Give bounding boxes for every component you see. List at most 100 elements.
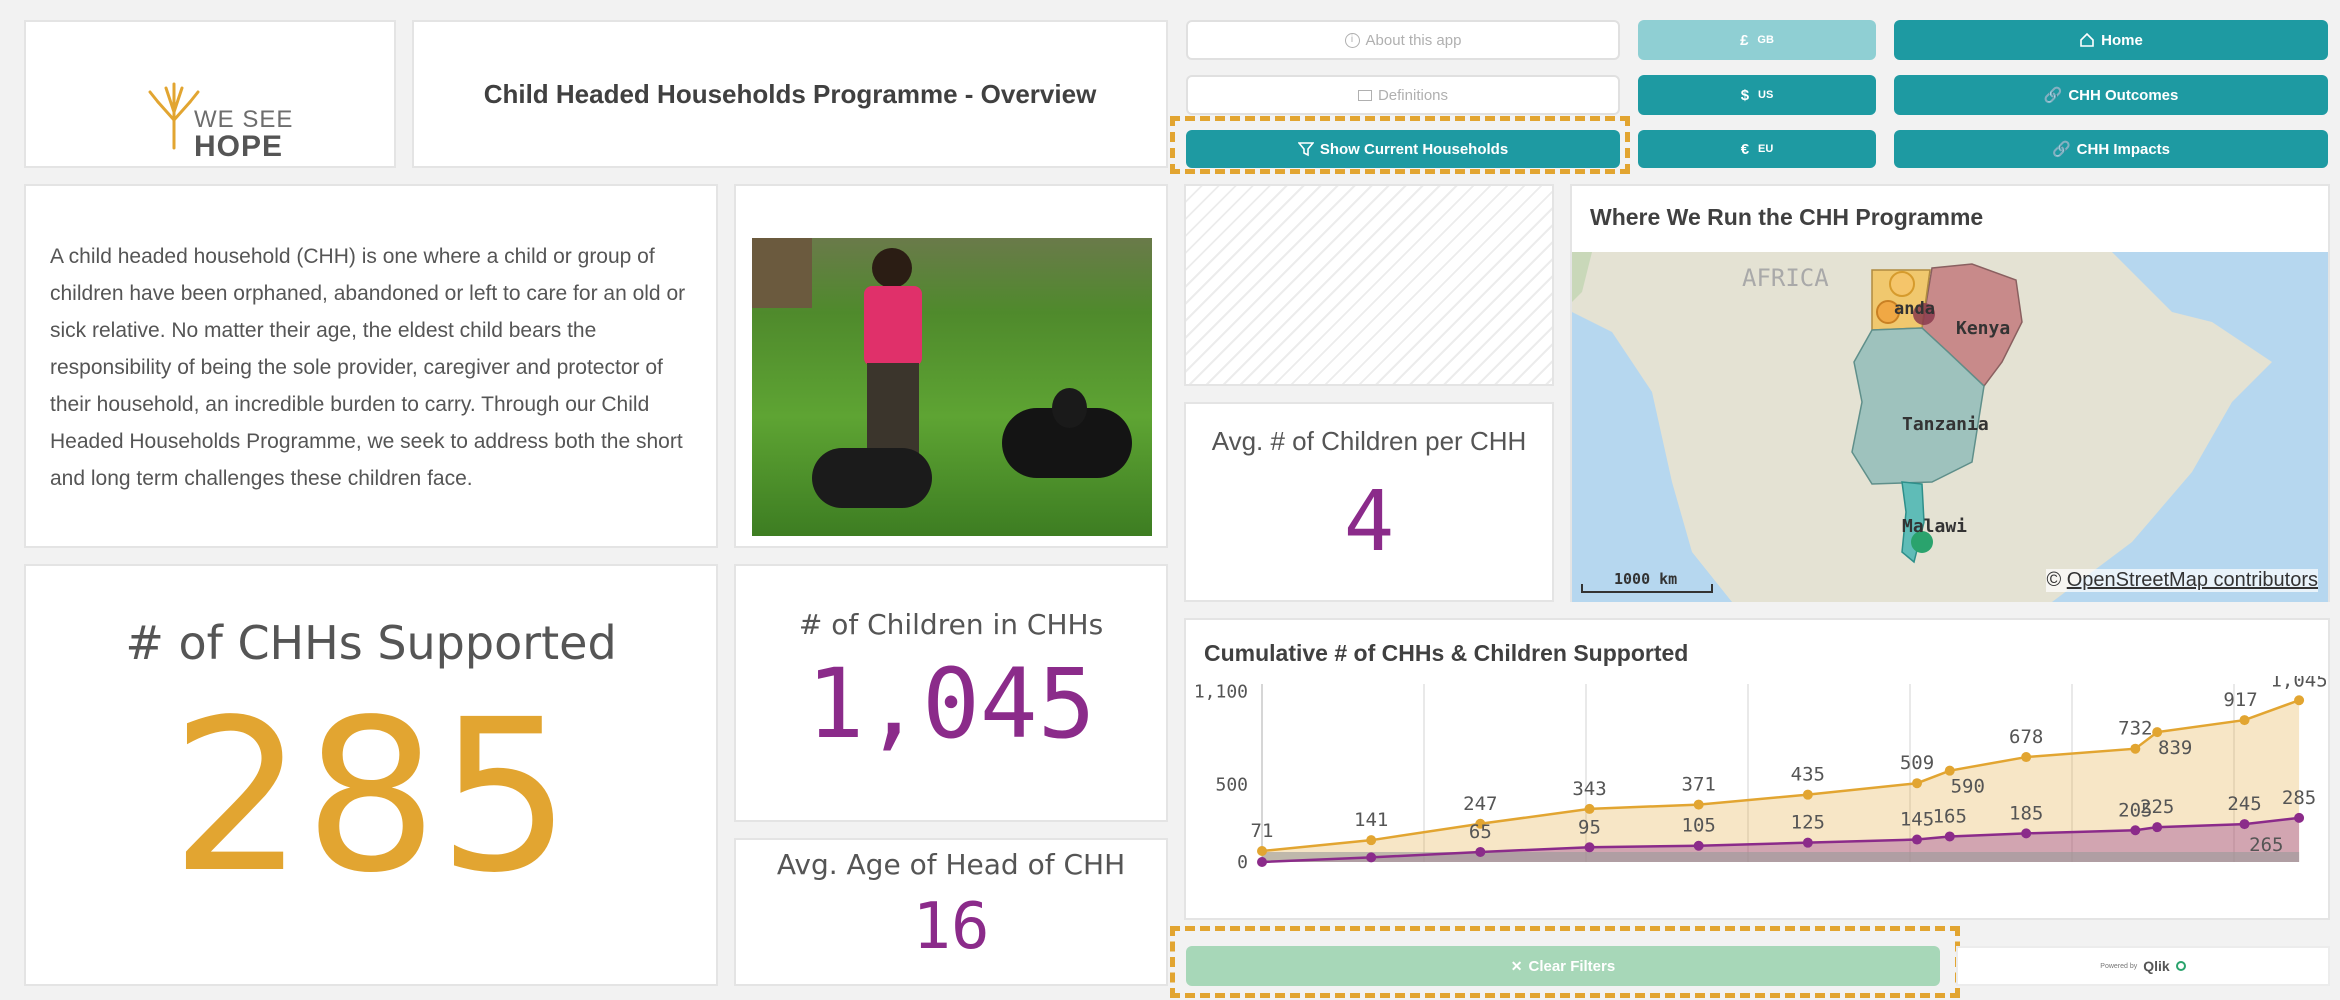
- cumulative-chart-panel: Cumulative # of CHHs & Children Supporte…: [1184, 618, 2330, 920]
- selection-highlight-top: [1170, 116, 1630, 174]
- data-label: 225: [2140, 796, 2174, 818]
- map-label-tanzania: Tanzania: [1902, 414, 1989, 435]
- avg-children-panel: Avg. # of Children per CHH 4: [1184, 402, 1554, 602]
- data-label: 125: [1791, 812, 1825, 834]
- data-label: 141: [1354, 809, 1388, 831]
- data-label: 678: [2009, 726, 2043, 748]
- chh-outcomes-button[interactable]: 🔗 CHH Outcomes: [1894, 75, 2328, 115]
- data-point: [1257, 857, 1267, 867]
- africa-map[interactable]: AFRICA anda Kenya Tanzania Malawi 1000 k…: [1572, 252, 2328, 602]
- show-current-label: Show Current Households: [1319, 140, 1509, 158]
- qlik-logo-text: Qlik: [2143, 958, 2170, 974]
- chh-outcomes-label: CHH Outcomes: [2068, 86, 2179, 104]
- qlik-logo-icon: [2175, 961, 2186, 971]
- data-point: [1584, 803, 1595, 814]
- data-point: [2021, 752, 2032, 763]
- data-point: [1475, 846, 1486, 857]
- data-label: 732: [2118, 718, 2152, 740]
- data-point: [2294, 695, 2305, 706]
- page-title: Child Headed Households Programme - Over…: [483, 78, 1097, 109]
- photo-panel: [734, 184, 1168, 548]
- empty-hatched-panel: [1184, 184, 1554, 386]
- definitions-button-label: Definitions: [1377, 86, 1449, 104]
- data-point: [2152, 727, 2163, 738]
- avg-children-label: Avg. # of Children per CHH: [1211, 426, 1527, 456]
- data-label: 1,045: [2270, 676, 2326, 691]
- data-label: 185: [2009, 802, 2043, 824]
- data-point: [1912, 778, 1922, 789]
- title-panel: Child Headed Households Programme - Over…: [412, 20, 1168, 168]
- data-label-extra: 265: [2249, 834, 2283, 856]
- avg-children-value: 4: [1343, 472, 1395, 570]
- home-button[interactable]: Home: [1894, 20, 2328, 60]
- book-icon: [1357, 89, 1372, 101]
- data-point: [1366, 835, 1377, 846]
- data-point: [2021, 828, 2032, 839]
- data-label: 509: [1900, 752, 1934, 774]
- description-panel: A child headed household (CHH) is one wh…: [24, 184, 718, 548]
- gbp-symbol: £: [1740, 31, 1749, 49]
- data-label: 435: [1791, 764, 1825, 786]
- data-label: 839: [2158, 737, 2192, 759]
- show-current-households-button[interactable]: Show Current Households: [1186, 130, 1620, 168]
- gbp-code: GB: [1757, 34, 1774, 46]
- data-point: [1693, 840, 1704, 851]
- programme-photo: [752, 238, 1152, 536]
- about-button[interactable]: i About this app: [1186, 20, 1620, 60]
- children-panel: # of Children in CHHs 1,045: [734, 564, 1168, 822]
- filter-icon: [1297, 142, 1314, 157]
- clear-filters-button[interactable]: ✕ Clear Filters: [1186, 946, 1940, 986]
- usd-code: US: [1758, 89, 1774, 101]
- definitions-button[interactable]: Definitions: [1186, 75, 1620, 115]
- tree-logo-icon: [148, 82, 200, 150]
- data-point: [1802, 789, 1813, 800]
- y-tick-label: 0: [1237, 852, 1248, 873]
- info-icon: i: [1344, 32, 1360, 48]
- home-button-label: Home: [2101, 31, 2143, 49]
- chh-impacts-label: CHH Impacts: [2076, 140, 2171, 158]
- description-text: A child headed household (CHH) is one wh…: [50, 245, 686, 490]
- data-label: 590: [1951, 776, 1985, 798]
- link-icon: 🔗: [2043, 87, 2063, 104]
- currency-gbp-button[interactable]: £ GB: [1638, 20, 1876, 60]
- data-point: [1944, 831, 1955, 842]
- map-label-malawi: Malawi: [1902, 516, 1967, 537]
- data-point: [1693, 799, 1704, 810]
- children-value: 1,045: [806, 648, 1096, 760]
- usd-symbol: $: [1740, 86, 1750, 104]
- avg-age-label: Avg. Age of Head of CHH: [776, 848, 1126, 881]
- data-label: 105: [1682, 815, 1716, 837]
- data-label: 95: [1578, 816, 1601, 838]
- data-label: 343: [1572, 778, 1606, 800]
- continent-label: AFRICA: [1742, 264, 1829, 292]
- map-attribution[interactable]: © OpenStreetMap contributors: [2046, 569, 2318, 592]
- data-label: 71: [1251, 820, 1274, 842]
- data-point: [2294, 812, 2305, 823]
- clear-filter-icon: ✕: [1510, 957, 1523, 974]
- data-point: [1912, 834, 1922, 845]
- map-panel: Where We Run the CHH Programme AFRICA an…: [1570, 184, 2330, 602]
- data-point: [2152, 822, 2163, 833]
- cumulative-chart[interactable]: 0 500 1,100 71 141 247 343 371 435 509 590 678 732 83…: [1186, 676, 2326, 916]
- chh-impacts-button[interactable]: 🔗 CHH Impacts: [1894, 130, 2328, 168]
- currency-usd-button[interactable]: $ US: [1638, 75, 1876, 115]
- data-label: 245: [2227, 793, 2261, 815]
- chh-supported-label: # of CHHs Supported: [125, 616, 617, 670]
- logo-panel: WE SEE HOPE: [24, 20, 396, 168]
- logo-text-line1: WE SEE: [194, 106, 294, 133]
- data-point: [2239, 819, 2250, 830]
- data-label: 65: [1469, 821, 1492, 843]
- data-label: 145: [1900, 809, 1934, 831]
- data-point: [1802, 837, 1813, 848]
- chart-baseline-band: [1262, 852, 2300, 862]
- country-tanzania[interactable]: [1851, 327, 1985, 485]
- y-tick-label: 500: [1215, 775, 1248, 796]
- chh-supported-panel: # of CHHs Supported 285: [24, 564, 718, 986]
- data-label: 247: [1463, 793, 1497, 815]
- chart-title: Cumulative # of CHHs & Children Supporte…: [1204, 640, 1689, 666]
- currency-eur-button[interactable]: € EU: [1638, 130, 1876, 168]
- data-point: [1475, 818, 1486, 829]
- data-point: [1944, 765, 1955, 776]
- attribution-link[interactable]: OpenStreetMap contributors: [2066, 569, 2318, 591]
- eur-code: EU: [1758, 143, 1774, 155]
